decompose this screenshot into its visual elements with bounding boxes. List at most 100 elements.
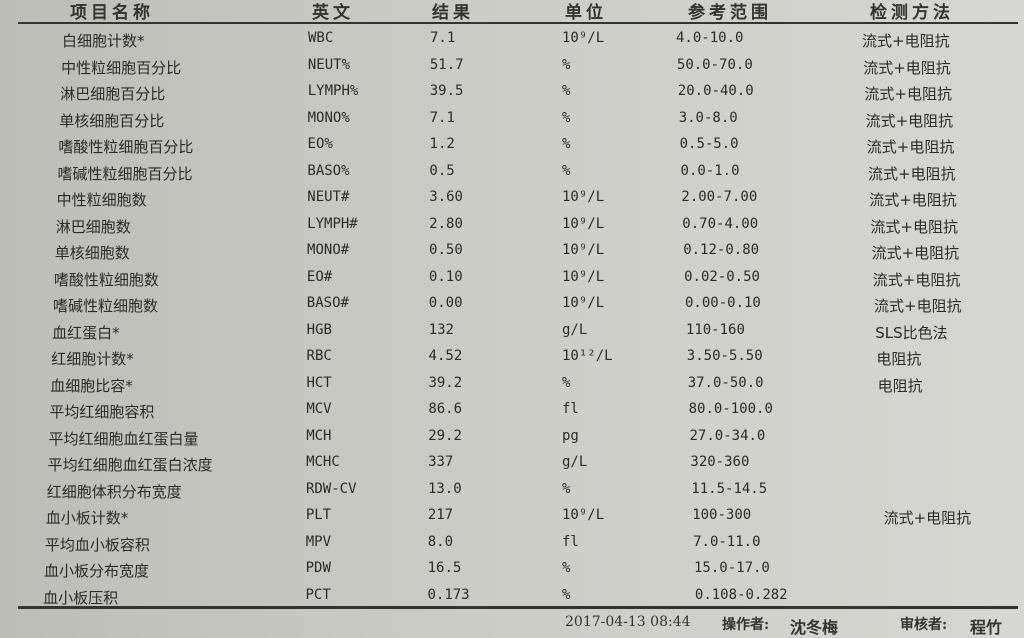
cell-name: 中性粒细胞百分比 [61,58,182,77]
cell-result: 132 [428,321,454,338]
cell-unit: fl [562,533,579,550]
cell-method: 流式+电阻抗 [865,111,954,130]
cell-method: 流式+电阻抗 [862,32,950,50]
cell-name: 平均红细胞容积 [49,403,155,421]
cell-result: 13.0 [427,480,462,497]
table-row: 中性粒细胞数 NEUT# 3.60 10⁹/L 2.00-7.00 流式+电阻抗 [0,185,1024,211]
cell-en: MCHC [306,454,340,470]
cell-en: MONO% [307,109,350,126]
cell-en: BASO% [307,162,350,179]
cell-result: 4.52 [428,348,463,364]
cell-ref: 20.0-40.0 [677,83,754,99]
reviewer-label: 审核者: [900,617,948,633]
footer-divider [18,606,1018,609]
cell-name: 淋巴细胞数 [55,217,131,236]
cell-name: 白细胞计数* [62,32,145,50]
cell-en: MCH [306,427,332,444]
cell-name: 血红蛋白* [52,323,120,342]
cell-unit: pg [562,427,579,444]
cell-ref: 11.5-14.5 [691,480,768,497]
cell-unit: % [562,560,571,576]
cell-name: 单核细胞百分比 [59,111,165,130]
cell-method: 流式+电阻抗 [864,85,952,103]
cell-unit: 10¹²/L [562,348,613,364]
cell-unit: 10⁹/L [562,242,605,258]
table-row: 白细胞计数* WBC 7.1 10⁹/L 4.0-10.0 流式+电阻抗 [0,26,1024,52]
cell-unit: % [562,136,571,152]
cell-ref: 2.00-7.00 [681,189,758,205]
cell-ref: 0.108-0.282 [694,586,788,603]
cell-unit: % [562,586,571,603]
cell-ref: 3.50-5.50 [686,348,763,364]
cell-unit: 10⁹/L [562,189,605,205]
cell-name: 血小板计数* [45,509,129,527]
cell-method: 流式+电阻抗 [870,217,958,236]
cell-unit: % [562,83,571,99]
table-row: 血红蛋白* HGB 132 g/L 110-160 SLS比色法 [0,318,1024,344]
cell-name: 平均红细胞血红蛋白浓度 [47,456,213,474]
table-row: 嗜碱性粒细胞百分比 BASO% 0.5% 0.0-1.0 流式+电阻抗 [0,159,1024,185]
header-method: 检测方法 [870,3,954,23]
cell-unit: fl [562,401,579,417]
cell-en: LYMPH% [307,83,359,99]
cell-name: 嗜碱性粒细胞百分比 [57,164,193,183]
cell-name: 平均血小板容积 [44,535,150,554]
cell-unit: % [562,56,571,73]
operator-label: 操作者: [722,617,770,633]
cell-en: NEUT% [307,56,351,73]
cell-ref: 0.12-0.80 [683,242,760,258]
cell-result: 29.2 [428,427,462,444]
cell-ref: 110-160 [685,321,745,338]
header-unit: 单位 [565,3,607,23]
cell-result: 1.2 [429,136,455,152]
cell-result: 16.5 [427,560,462,576]
cell-ref: 4.0-10.0 [676,30,744,46]
operator-signature: 沈冬梅 [790,618,839,637]
cell-en: EO% [307,136,333,152]
cell-en: PCT [305,586,331,603]
cell-ref: 7.0-11.0 [693,533,761,550]
cell-method: 流式+电阻抗 [863,58,951,77]
cell-method: 流式+电阻抗 [869,191,957,209]
cell-en: RBC [306,348,332,364]
cell-result: 51.7 [429,56,464,73]
cell-result: 2.80 [429,215,463,232]
table-row: 嗜酸性粒细胞数 EO# 0.10 10⁹/L 0.02-0.50 流式+电阻抗 [0,265,1024,291]
cell-result: 7.1 [430,30,456,46]
cell-ref: 37.0-50.0 [687,374,764,391]
table-row: 单核细胞百分比 MONO% 7.1% 3.0-8.0 流式+电阻抗 [0,106,1024,132]
cell-name: 嗜酸性粒细胞数 [53,270,159,289]
cell-unit: % [562,480,571,497]
cell-method: 流式+电阻抗 [868,164,956,183]
cell-name: 血细胞比容* [50,376,133,395]
cell-result: 7.1 [429,109,455,126]
cell-name: 血小板分布宽度 [44,562,150,580]
cell-ref: 0.02-0.50 [684,268,760,285]
cell-unit: g/L [562,321,588,338]
table-row: 中性粒细胞百分比 NEUT% 51.7% 50.0-70.0 流式+电阻抗 [0,53,1024,79]
cell-unit: % [562,162,571,179]
cell-unit: 10⁹/L [562,268,605,285]
table-row: 血细胞比容* HCT 39.2% 37.0-50.0 电阻抗 [0,371,1024,397]
header-result: 结果 [432,3,474,23]
cell-name: 嗜酸性粒细胞百分比 [58,138,194,156]
cell-method: 电阻抗 [876,350,922,368]
cell-en: EO# [306,268,333,285]
table-row: 平均血小板容积 MPV 8.0 fl 7.0-11.0 [0,530,1024,556]
table-row: 淋巴细胞数 LYMPH# 2.80 10⁹/L 0.70-4.00 流式+电阻抗 [0,212,1024,238]
header-ref: 参考范围 [688,3,772,23]
cell-en: NEUT# [307,189,350,205]
report-time: 2017-04-13 08:44 [565,614,691,630]
cell-name: 红细胞体积分布宽度 [46,482,182,501]
cell-method: SLS比色法 [875,323,948,342]
reviewer-signature: 程竹 [970,618,1003,637]
cell-name: 平均红细胞血红蛋白量 [48,429,199,448]
cell-result: 337 [428,454,454,470]
table-row: 嗜酸性粒细胞百分比 EO% 1.2% 0.5-5.0 流式+电阻抗 [0,132,1024,158]
cell-en: MONO# [307,242,350,258]
table-row: 血小板计数* PLT 217 10⁹/L 100-300 流式+电阻抗 [0,503,1024,529]
table-row: 血小板压积 PCT 0.173% 0.108-0.282 [0,583,1024,609]
cell-en: MPV [305,533,332,550]
table-row: 平均红细胞血红蛋白量 MCH 29.2 pg 27.0-34.0 [0,424,1024,450]
cell-unit: % [562,109,571,126]
